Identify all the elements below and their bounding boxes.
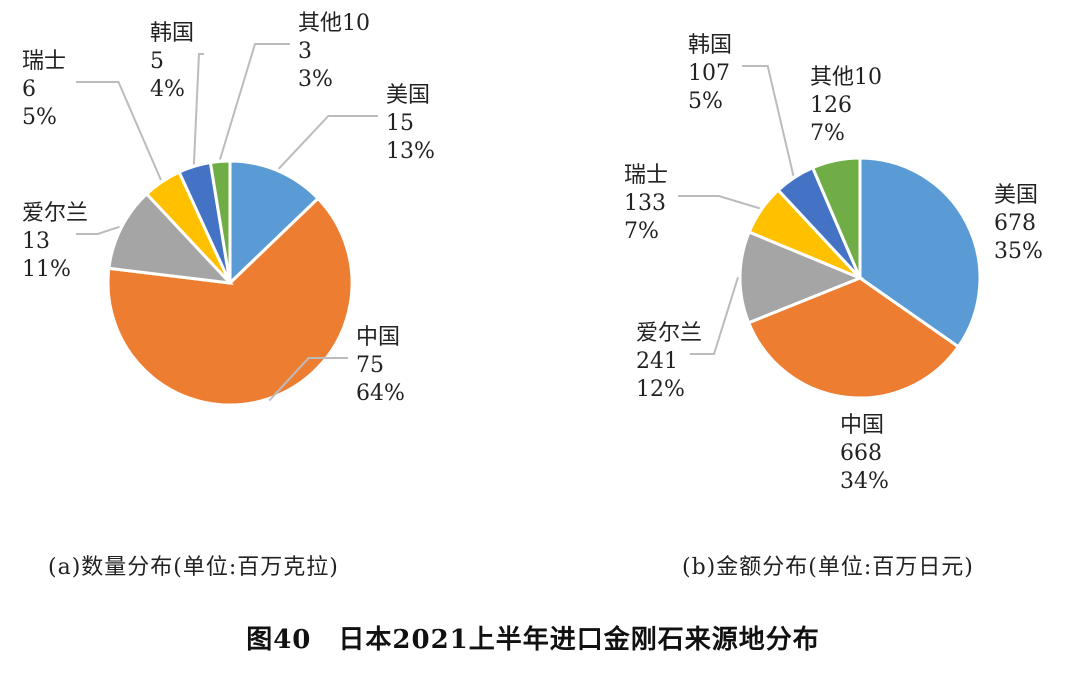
data-label-switzerland: 瑞士 6 5% — [22, 49, 66, 130]
data-label-usa: 美国 15 13% — [386, 83, 435, 164]
leader-line-others — [219, 43, 290, 160]
data-label-china: 中国 75 64% — [356, 325, 405, 406]
leader-line-korea — [742, 65, 795, 177]
caption-quantity: (a)数量分布(单位:百万克拉) — [48, 555, 339, 580]
data-label-ireland: 爱尔兰 13 11% — [22, 201, 88, 282]
data-label-ireland: 爱尔兰 241 12% — [636, 321, 702, 402]
data-label-switzerland: 瑞士 133 7% — [624, 163, 668, 244]
pie-chart-value: 美国 678 35% 中国 668 34% 爱尔兰 241 12% 瑞士 133 7% 韩国 107 5% 其… — [624, 33, 1043, 494]
caption-value: (b)金额分布(单位:百万日元) — [682, 555, 974, 580]
slice-usa — [228, 159, 321, 287]
data-label-usa: 美国 678 35% — [994, 183, 1043, 264]
leader-line-switzerland — [678, 195, 761, 210]
figure-title: 图40 日本2021上半年进口金刚石来源地分布 — [246, 624, 820, 655]
slice-china — [746, 276, 961, 400]
leader-line-ireland — [690, 277, 739, 355]
pie-chart-quantity: 美国 15 13% 中国 75 64% 爱尔兰 13 11% 瑞士 6 5% 韩国 5 4% 其他10 3 3% — [22, 11, 435, 407]
slice-china — [106, 196, 354, 407]
slice-others — [810, 156, 862, 279]
data-label-china: 中国 668 34% — [840, 413, 889, 494]
data-label-others: 其他10 3 3% — [298, 11, 370, 92]
data-label-korea: 韩国 107 5% — [688, 33, 732, 114]
slice-ireland — [107, 191, 234, 285]
leader-line-korea — [192, 53, 204, 165]
leader-line-china — [268, 357, 348, 402]
slice-usa — [858, 156, 982, 349]
leader-line-usa — [277, 115, 378, 170]
leader-line-ireland — [76, 225, 120, 235]
slice-others — [208, 159, 232, 284]
slice-ireland — [738, 230, 864, 325]
data-label-others: 其他10 126 7% — [810, 65, 882, 146]
leader-line-switzerland — [76, 81, 162, 181]
data-label-korea: 韩国 5 4% — [150, 21, 194, 102]
